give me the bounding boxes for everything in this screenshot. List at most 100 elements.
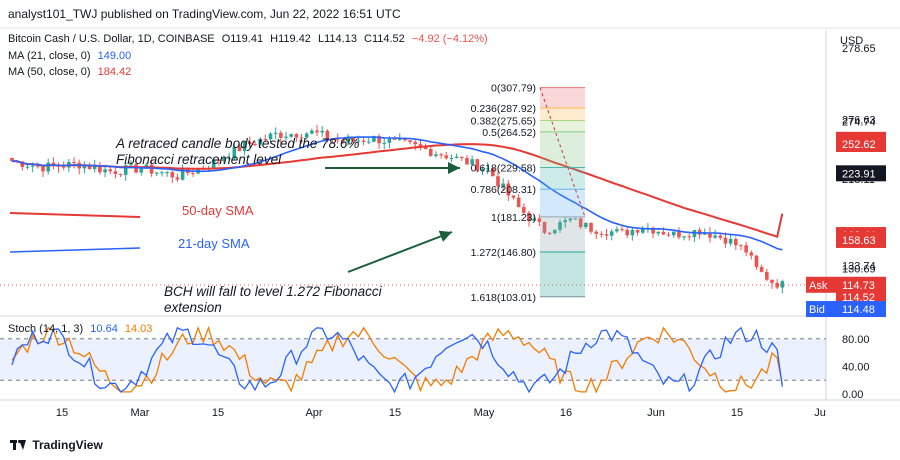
ma21-legend[interactable]: MA (21, close, 0) 149.00 [8,50,131,62]
fib-level-label: 1.618(103.01) [471,292,536,304]
fib-level-label: 0.382(275.65) [471,115,536,127]
fib-trend-line [539,87,586,218]
candle-body [522,207,526,213]
fib-zone [540,87,585,108]
candle-body [723,237,728,244]
candle-body [273,132,278,134]
candle-body [516,197,521,208]
price-tag-label: 158.63 [842,235,876,247]
fib-zone [540,189,585,217]
candle-body [651,227,655,234]
price-tag [836,135,886,152]
price-tick-label: 278.65 [842,43,876,55]
candle-body [299,137,304,139]
candle-body [98,165,102,173]
candle-body [222,158,226,162]
candle-body [775,282,779,288]
candle-body [677,231,681,238]
fall-annotation: BCH will fall to level 1.272 Fibonacci e… [164,284,382,316]
ma50-legend-value: 184.42 [97,66,132,78]
candle-body [558,222,562,230]
stoch-d-line [11,325,783,394]
time-tick-label: 15 [731,407,743,419]
ma21-line [11,136,783,251]
candle-body [129,164,133,166]
time-tick-label: 15 [212,407,224,419]
candle-body [397,138,402,140]
candle-body [253,144,257,146]
candle-body [41,166,45,172]
candle-body [620,229,624,231]
candle-body [418,144,423,147]
price-legend: Bitcoin Cash / U.S. Dollar, 1D, COINBASE… [8,33,488,45]
price-tag-label: 223.91 [842,168,876,180]
candle-body [702,233,707,235]
candle-body [682,236,686,238]
candle-body [139,168,144,173]
candle-body [734,239,738,246]
candle-body [335,139,340,141]
fib-zone [540,131,585,168]
fib-zone [540,107,585,121]
candle-body [604,234,609,236]
candle-body [527,212,531,221]
time-tick-label: Jun [647,407,665,419]
candle-body [175,177,180,180]
bid-value: 114.48 [842,304,875,316]
candle-body [599,233,604,235]
candle-body [61,166,66,168]
candle-body [165,172,169,174]
candle-body [211,159,216,169]
candle-body [754,255,759,267]
candle-body [20,161,25,167]
candle-body [573,218,578,220]
fib-level-label: 0(307.79) [491,83,536,95]
candle-body [480,168,485,171]
candle-body [232,146,237,159]
price-tick-label: 130.69 [842,263,876,275]
retrace-annotation-line2: Fibonacci retracement level [116,152,282,167]
tradingview-logo-text: TradingView [32,438,103,452]
ohlc-low: L114.13 [318,33,357,45]
candle-body [258,138,262,145]
sma50-sample-line [9,212,141,218]
candle-body [382,142,387,144]
candle-body [366,141,371,143]
candle-body [279,132,283,138]
stoch-tick-label: 40.00 [842,361,870,373]
candle-body [123,165,128,175]
candle-body [315,130,319,133]
candle-body [759,266,764,272]
time-tick-label: 16 [560,407,572,419]
candle-body [640,228,645,233]
candle-body [578,218,583,228]
ma50-legend[interactable]: MA (50, close, 0) 184.42 [8,66,131,78]
candle-body [475,159,480,171]
candle-body [227,158,231,160]
stoch-legend[interactable]: Stoch (14, 1, 3) 10.64 14.03 [8,323,152,335]
bid-tag [806,301,886,318]
candle-body [491,168,495,177]
candle-body [708,233,712,238]
candle-body [444,155,449,159]
tradingview-logo-icon [10,440,26,450]
candle-body [568,218,573,221]
bid-label: Bid [809,304,825,316]
fib-level-label: 0.236(287.92) [471,103,536,115]
candle-body [284,136,288,138]
candle-body [625,229,630,236]
candle-body [108,169,113,172]
ask-tag [806,276,886,293]
candle-body [744,245,748,253]
candle-body [589,222,593,232]
candle-body [553,229,557,234]
fib-level-label: 0.618(229.58) [471,163,536,175]
tradingview-logo[interactable]: TradingView [10,438,103,452]
fib-zone [540,216,585,253]
ma21-legend-label: MA (21, close, 0) [8,50,91,62]
candle-body [671,231,676,236]
candle-body [765,271,769,280]
time-tick-label: Mar [131,407,150,419]
